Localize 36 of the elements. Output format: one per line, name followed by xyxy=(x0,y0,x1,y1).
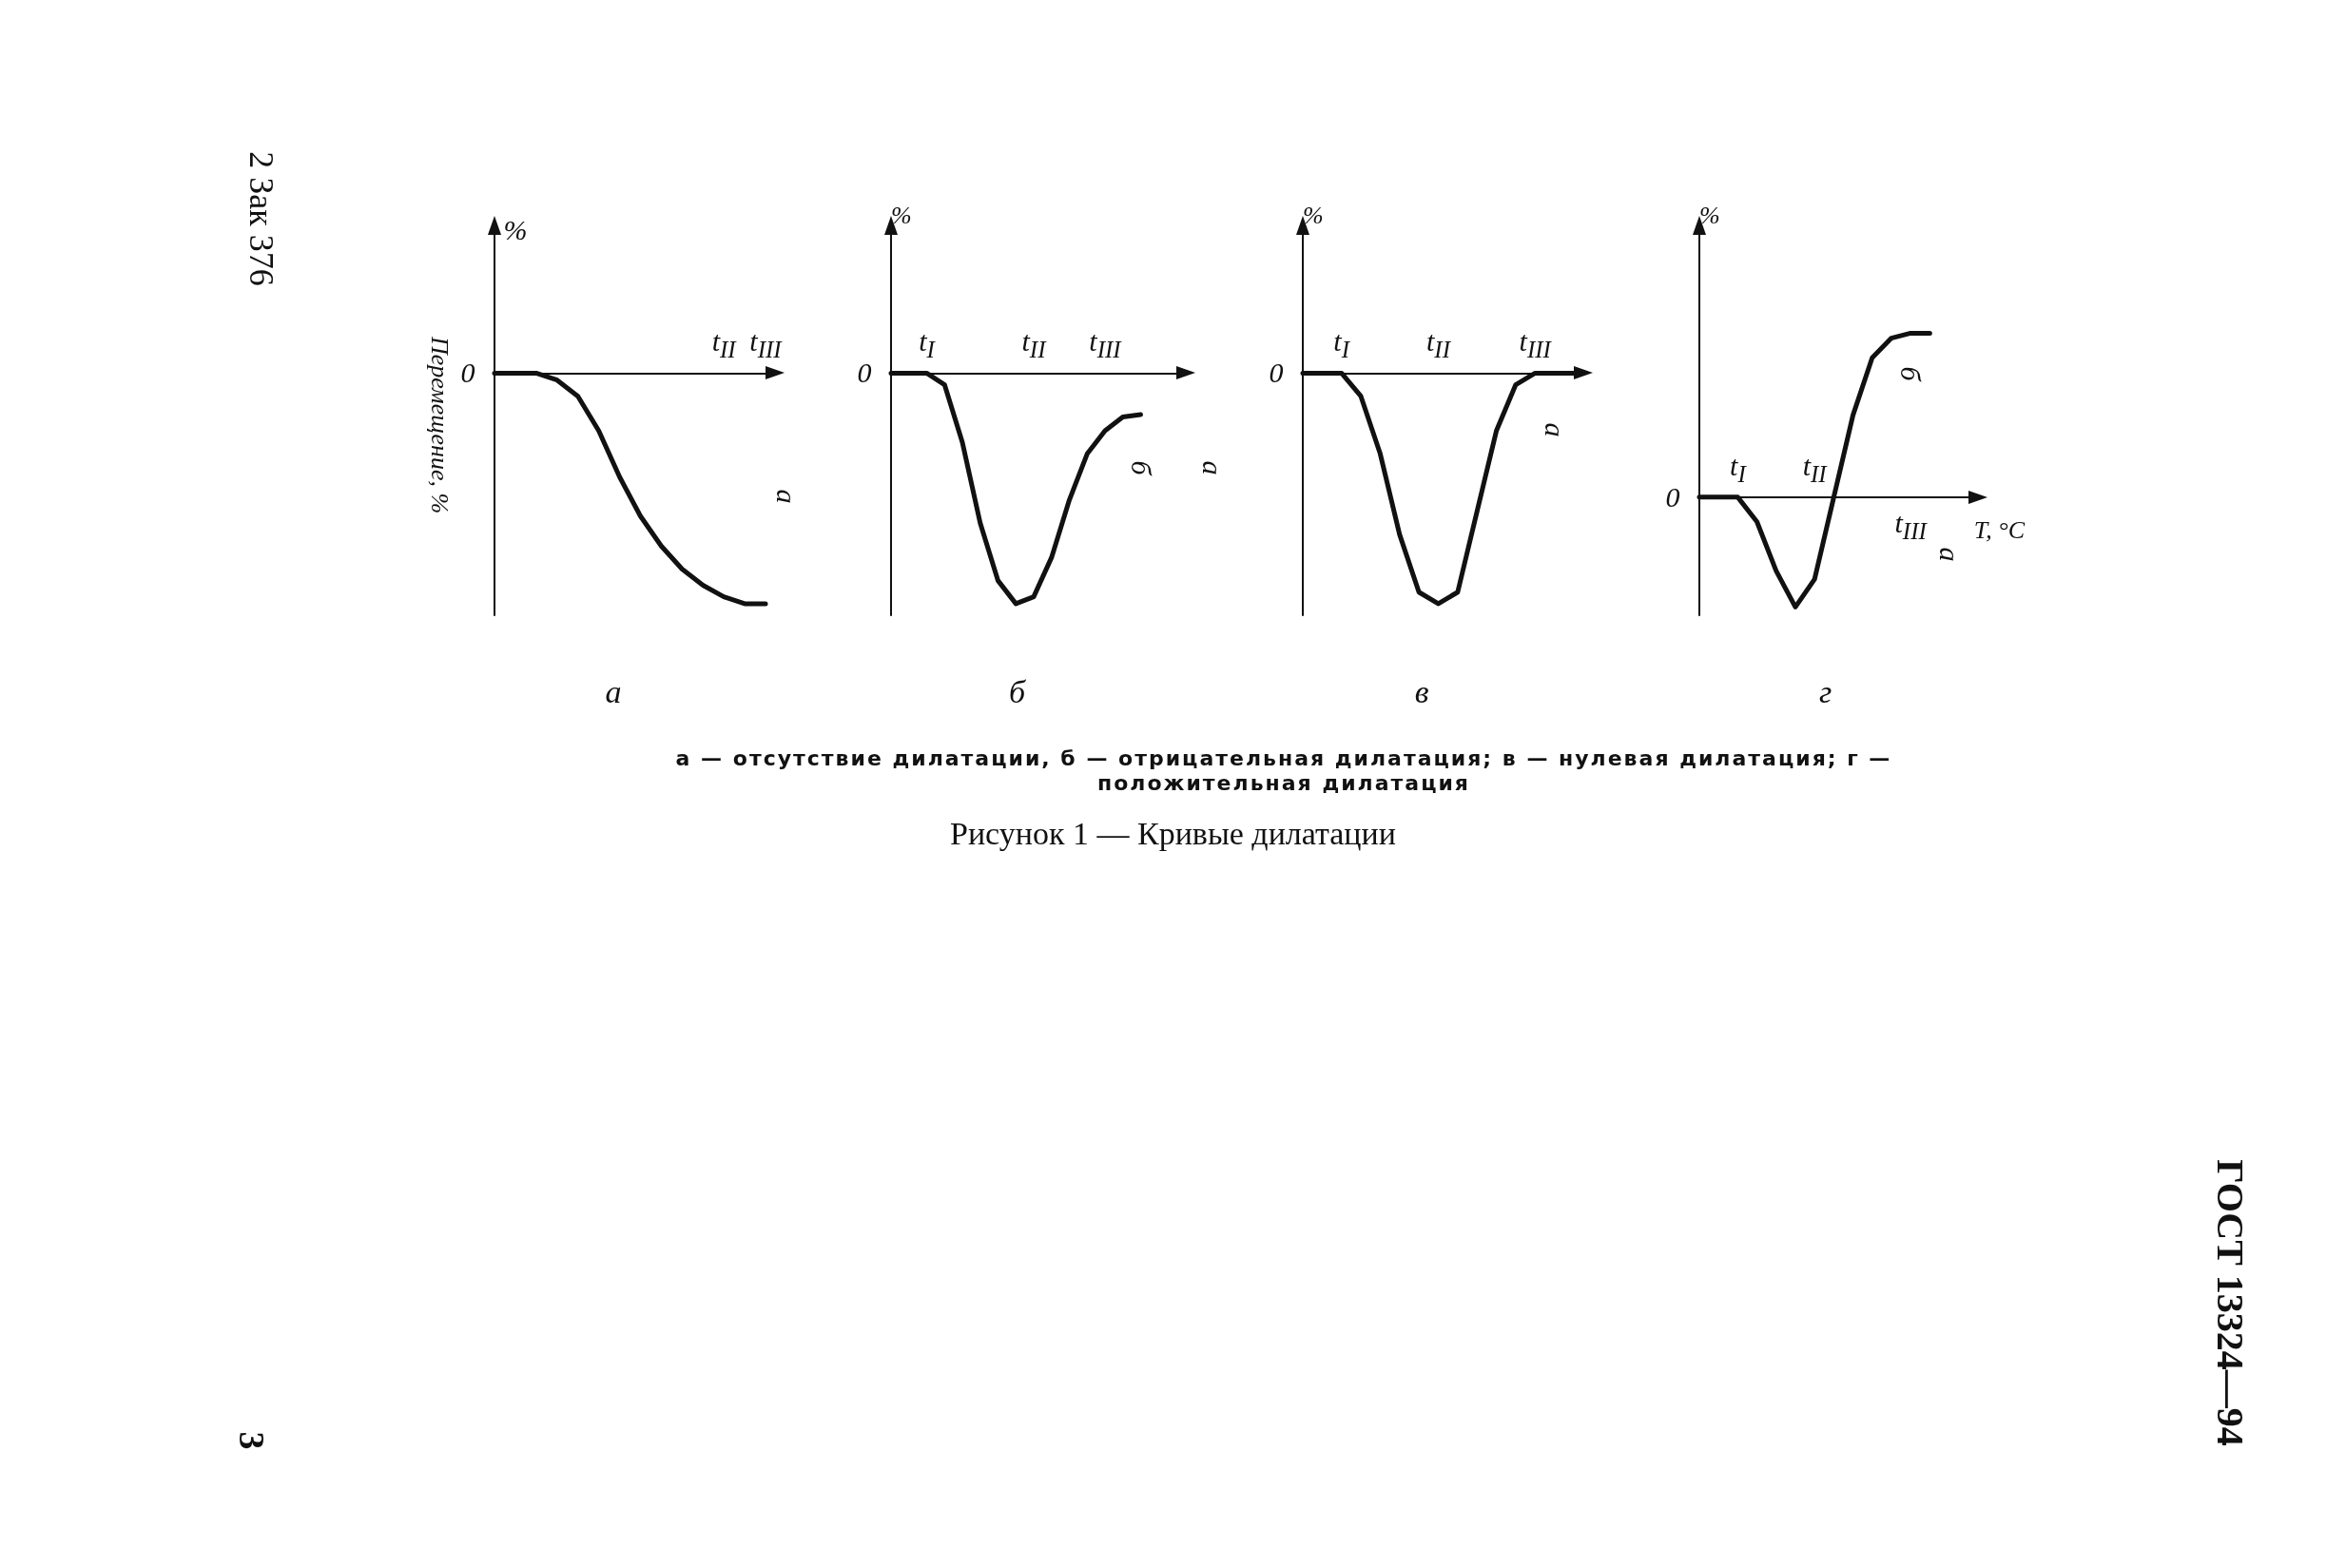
text: t$_{I}$ xyxy=(919,325,935,364)
text: t$_{III}$ xyxy=(749,325,782,364)
text: t$_{II}$ xyxy=(1021,325,1046,364)
y-axis-title: Перемещение, % xyxy=(425,335,454,514)
annotation: а xyxy=(1932,547,1966,562)
text: t$_{I}$ xyxy=(1333,325,1350,364)
text: а xyxy=(769,489,803,504)
text: 0 xyxy=(1665,480,1680,513)
text: а — отсутствие дилатации, б — отрицательная дилатация; в — нулевая дилатация; г — положительная дилатация xyxy=(674,746,1893,796)
annotation: б xyxy=(1124,460,1157,475)
annotation: а xyxy=(1538,422,1571,437)
text: t$_{III}$ xyxy=(1519,325,1551,364)
annotation: t$_{I}$ xyxy=(1730,449,1746,488)
text: 3 xyxy=(231,1431,273,1450)
text: в xyxy=(1414,673,1429,709)
y-axis-title: % xyxy=(891,201,912,229)
text: t$_{II}$ xyxy=(1426,325,1450,364)
text: а xyxy=(605,673,622,709)
y-axis-title: % xyxy=(1303,201,1324,229)
text: а xyxy=(1195,460,1229,475)
annotation: t$_{II}$ xyxy=(1802,449,1827,488)
text: % xyxy=(503,214,528,247)
text: б xyxy=(1008,673,1027,709)
text: г xyxy=(1818,673,1832,709)
text: 0 xyxy=(857,357,872,390)
y-axis-title: % xyxy=(1699,201,1720,229)
x-axis-title: T, °C xyxy=(1973,516,2026,545)
text: t$_{II}$ xyxy=(711,325,736,364)
text: 2 Зак 376 xyxy=(242,151,281,286)
text: ГОСТ 13324—94 xyxy=(2207,1159,2253,1446)
text: t$_{III}$ xyxy=(1089,325,1121,364)
annotation: t$_{III}$ xyxy=(1894,506,1927,545)
text: 0 xyxy=(460,357,475,390)
text: Рисунок 1 — Кривые дилатации xyxy=(949,816,1397,852)
text: 0 xyxy=(1269,357,1284,390)
annotation: б xyxy=(1894,366,1928,381)
